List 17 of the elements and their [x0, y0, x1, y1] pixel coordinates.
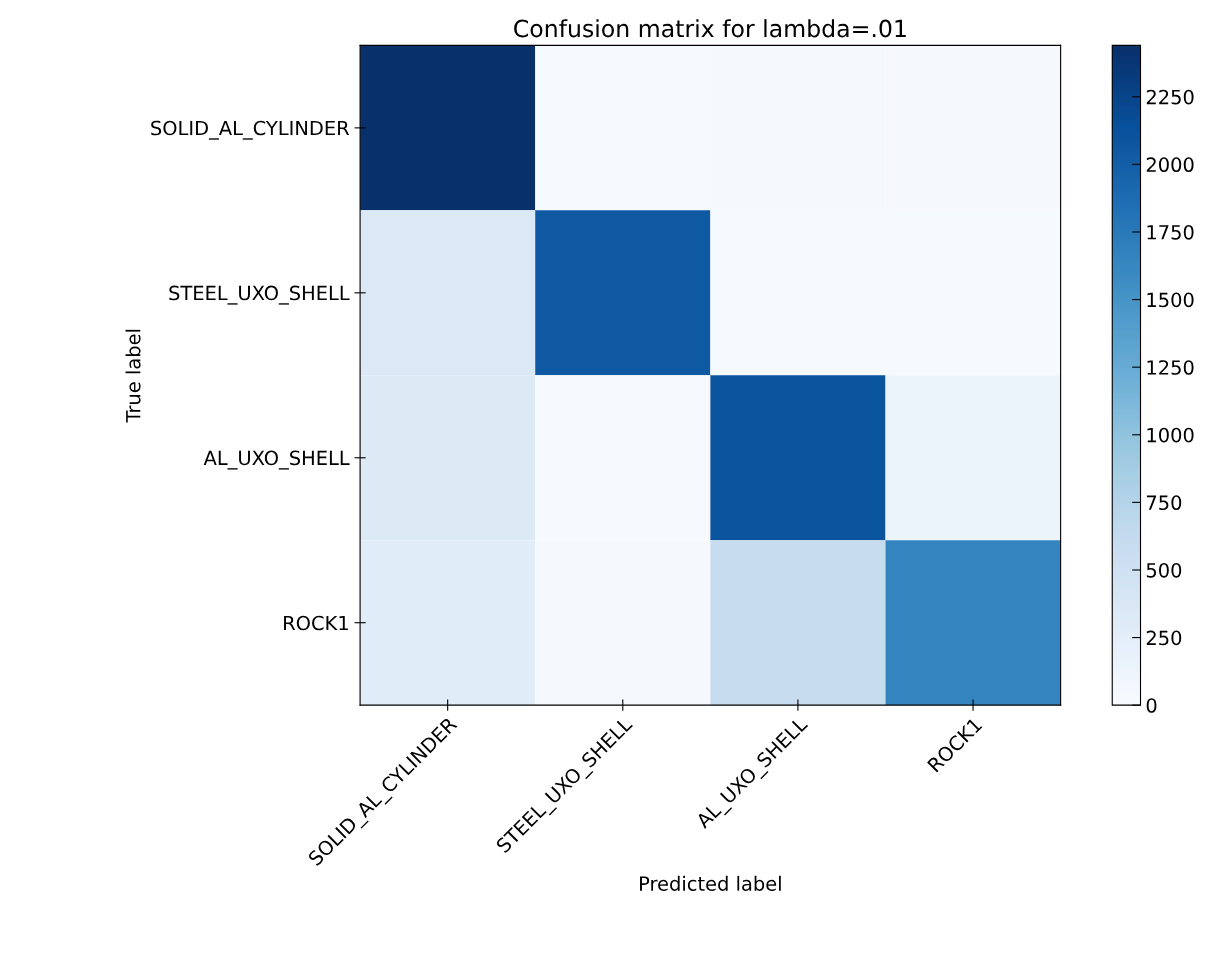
color-bar-label: 750 [1146, 495, 1182, 511]
color-bar-label: 2250 [1146, 89, 1194, 105]
y-tick-label: STEEL_UXO_SHELL [169, 285, 350, 305]
y-tick-label: SOLID_AL_CYLINDER [151, 120, 350, 140]
color-bar-label: 1250 [1147, 360, 1194, 375]
y-tick-label: AL_UXO_SHELL [203, 450, 350, 470]
color-bar-label: 250 [1146, 630, 1182, 646]
color-bar-label: 0 [1146, 698, 1157, 713]
color-bar-label: 1750 [1147, 224, 1194, 240]
y-axis-title: True label [125, 329, 141, 423]
x-axis-title: Predicted label [640, 875, 781, 891]
color-bar-label: 1000 [1147, 427, 1194, 443]
color-bar-label: 1500 [1147, 292, 1194, 308]
color-bar-label: 2000 [1146, 157, 1194, 173]
chart-title: Confusion matrix for lambda=.01 [514, 19, 906, 38]
color-bar-label: 500 [1146, 562, 1182, 578]
y-tick-label: ROCK1 [284, 615, 348, 631]
